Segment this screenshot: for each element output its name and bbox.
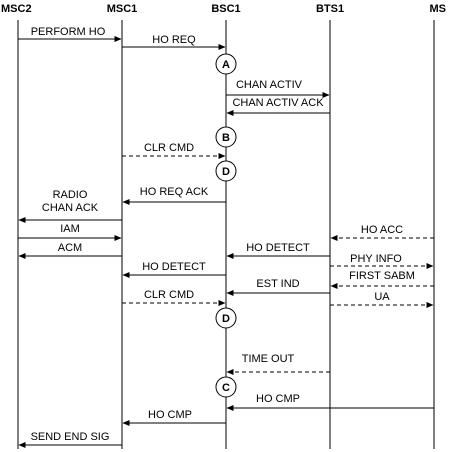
message-label-first-sabm: FIRST SABM (349, 270, 415, 282)
message-label-chan-activ-ack: CHAN ACTIV ACK (232, 97, 324, 109)
entity-header-msc2: MSC2 (1, 3, 32, 15)
message-label-ho-req: HO REQ (152, 34, 196, 46)
svg-text:C: C (222, 382, 230, 394)
message-label-ho-acc: HO ACC (361, 224, 403, 236)
message-label-ho-cmp: HO CMP (148, 409, 192, 421)
message-label-est-ind: EST IND (256, 278, 299, 290)
entity-header-bsc1: BSC1 (211, 3, 240, 15)
svg-text:D: D (222, 313, 230, 325)
marker-a: A (215, 53, 237, 75)
marker-d: D (215, 160, 237, 182)
marker-c: C (215, 376, 237, 398)
message-label-ho-req-ack: HO REQ ACK (140, 186, 209, 198)
message-label-acm: ACM (58, 242, 82, 254)
message-label-ho-detect: HO DETECT (246, 242, 310, 254)
message-label-radio-chan-ack: RADIO CHAN ACK (42, 189, 99, 214)
message-label-clr-cmd: CLR CMD (144, 289, 194, 301)
entity-header-ms: MS (430, 3, 447, 15)
entity-header-bts1: BTS1 (316, 3, 344, 15)
svg-text:D: D (222, 166, 230, 178)
svg-text:B: B (222, 132, 230, 144)
message-label-clr-cmd: CLR CMD (144, 142, 194, 154)
marker-d: D (215, 307, 237, 329)
message-label-ua: UA (374, 291, 390, 303)
message-label-send-end-sig: SEND END SIG (31, 431, 110, 443)
message-label-chan-activ: CHAN ACTIV (236, 79, 303, 91)
message-label-iam: IAM (60, 223, 80, 235)
svg-text:A: A (222, 59, 230, 71)
marker-b: B (215, 126, 237, 148)
message-label-time-out: TIME OUT (242, 353, 295, 365)
message-label-ho-cmp: HO CMP (256, 393, 300, 405)
entity-header-msc1: MSC1 (107, 3, 138, 15)
message-label-phy-info: PHY INFO (350, 253, 402, 265)
message-label-ho-detect: HO DETECT (142, 261, 206, 273)
message-label-perform-ho: PERFORM HO (31, 26, 106, 38)
